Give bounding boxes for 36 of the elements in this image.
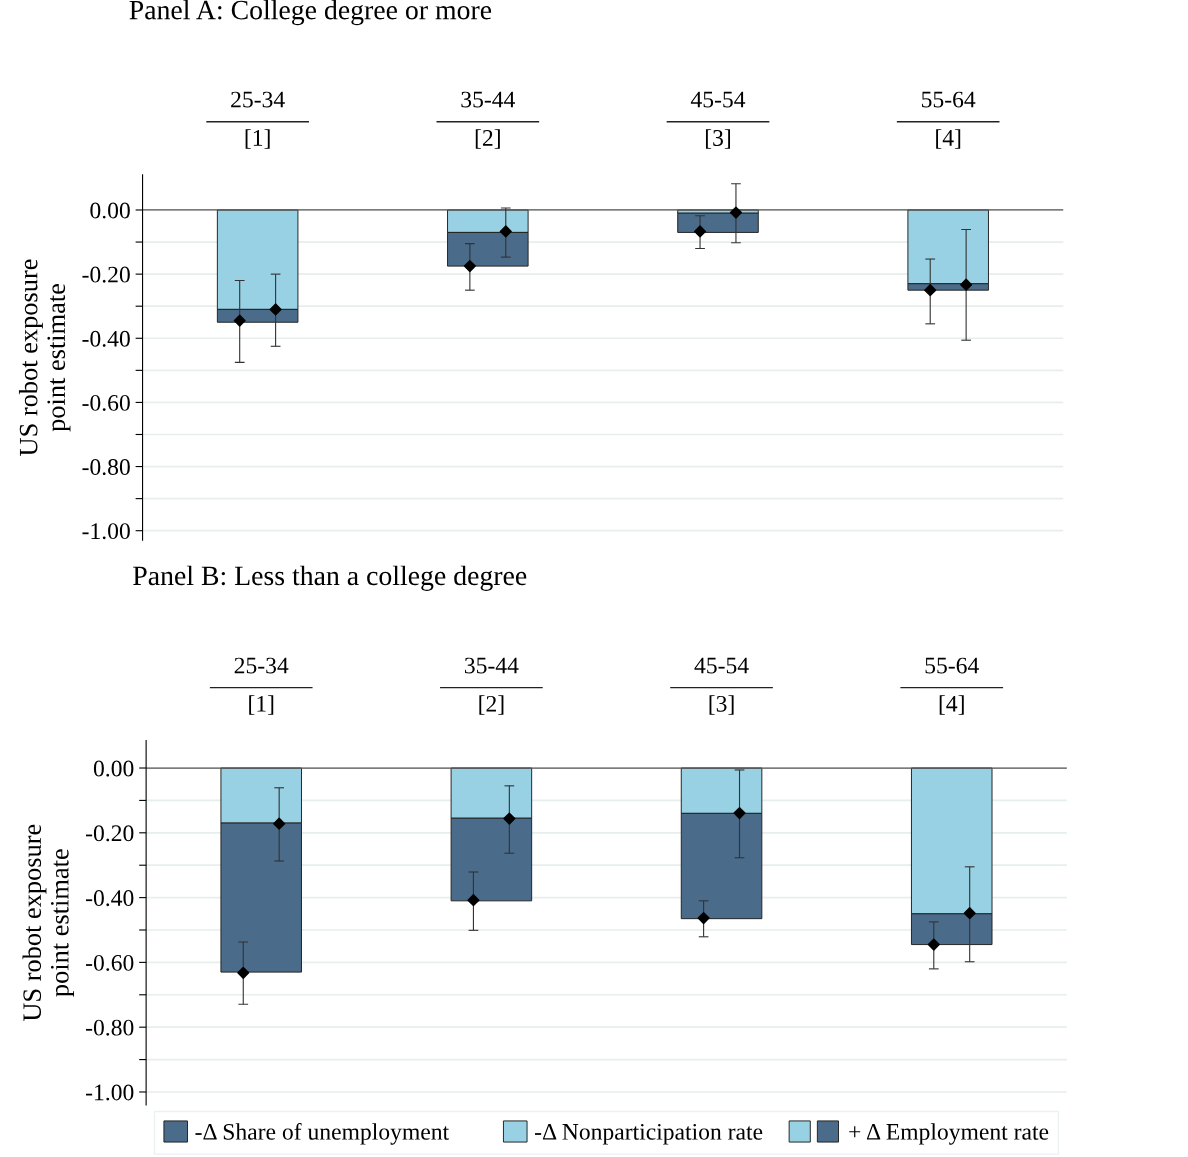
y-tick-label: -0.40	[82, 330, 130, 347]
text: [1]	[245, 129, 270, 149]
y-tick-label: -0.80	[82, 459, 130, 476]
text: [3]	[705, 129, 731, 149]
text: [4]	[939, 695, 964, 715]
y-tick-label: -0.20	[86, 825, 134, 842]
text: + Δ Employment rate	[849, 1123, 1049, 1145]
text: [2]	[475, 129, 500, 149]
y-tick-label: -0.60	[82, 394, 130, 411]
category-label: 55-64	[925, 657, 979, 674]
category-label: 25-34	[234, 657, 289, 674]
y-axis-title: US robot exposure point estimate	[22, 824, 75, 1022]
y-tick-label: 0.00	[90, 202, 130, 219]
category-label: 35-44	[461, 91, 515, 108]
text: [4]	[936, 129, 961, 149]
category-label: 45-54	[694, 657, 749, 674]
category-label: 45-54	[690, 91, 746, 108]
text: [3]	[709, 695, 734, 715]
chart-title: Panel A: College degree or more	[129, 0, 492, 26]
category-label: 35-44	[464, 657, 519, 674]
y-tick-label: -0.80	[86, 1019, 134, 1036]
bar	[677, 212, 759, 233]
y-tick-label: -1.00	[82, 523, 130, 540]
y-tick-label: -0.40	[86, 890, 134, 907]
y-tick-label: 0.00	[93, 760, 134, 777]
category-label: 55-64	[922, 91, 976, 108]
chart-title: Panel B: Less than a college degree	[133, 565, 527, 591]
legend-label: -Δ Share of unemployment	[195, 1122, 449, 1145]
y-tick-label: -0.20	[82, 266, 130, 283]
y-tick-label: -1.00	[86, 1084, 134, 1101]
legend-label: -Δ Nonparticipation rate	[535, 1123, 763, 1145]
text: [2]	[479, 695, 504, 715]
y-tick-label: -0.60	[86, 954, 134, 971]
y-axis-title: US robot exposure point estimate	[18, 259, 71, 456]
text: [1]	[249, 695, 274, 715]
category-label: 25-34	[231, 91, 285, 108]
